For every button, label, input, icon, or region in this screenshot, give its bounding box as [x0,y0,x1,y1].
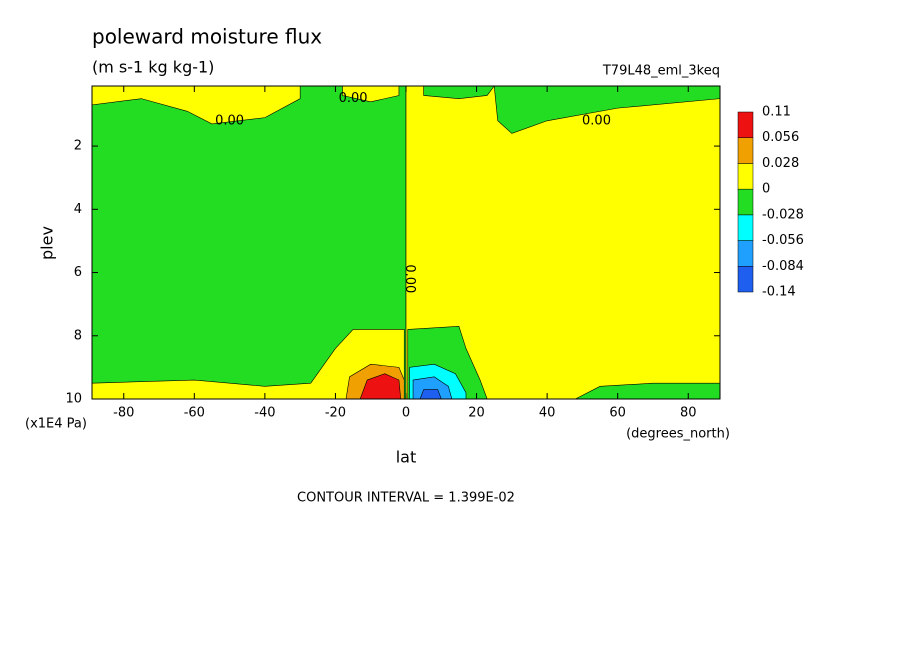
colorbar-swatch [737,266,754,293]
x-tick-label: -20 [325,406,346,421]
colorbar-swatch [737,137,754,164]
colorbar-label: -0.084 [762,259,804,274]
x-tick-label: 40 [539,406,556,421]
y-tick-label: 10 [65,392,82,407]
contour-label: 0.00 [339,91,368,106]
y-units: (x1E4 Pa) [25,417,87,432]
chart-subtitle: (m s-1 kg kg-1) [92,58,214,77]
y-tick-label: 2 [74,139,82,154]
x-units: (degrees_north) [626,427,730,442]
colorbar-label: 0.028 [762,156,799,171]
x-tick-label: -40 [254,406,275,421]
contour-label: 0.00 [215,113,244,128]
footer: CONTOUR INTERVAL = 1.399E-02 [297,491,515,506]
colorbar-swatch [737,240,754,267]
x-axis-label: lat [396,448,417,467]
x-tick-label: 20 [468,406,485,421]
y-tick-label: 8 [74,328,82,343]
x-tick-label: 80 [680,406,697,421]
colorbar-swatch [737,163,754,190]
contour-label: 0.00 [402,264,417,293]
colorbar-swatch [737,188,754,216]
colorbar-label: 0 [762,182,770,197]
x-tick-label: 60 [609,406,626,421]
y-tick-label: 6 [74,265,82,280]
colorbar-label: 0.056 [762,130,799,145]
colorbar-label: -0.14 [762,285,796,300]
colorbar-label: -0.056 [762,233,804,248]
x-tick-label: -60 [184,406,205,421]
colorbar-swatch [737,214,754,241]
x-tick-label: 0 [402,406,410,421]
contour-region [419,389,442,400]
y-tick-label: 4 [74,202,82,217]
contour-region [91,85,301,125]
colorbar-label: -0.028 [762,207,804,222]
dataset-label: T79L48_eml_3keq [602,64,720,79]
contour-label: 0.00 [582,113,611,128]
x-tick-label: -80 [113,406,134,421]
y-axis-label: plev [38,226,57,260]
chart-title: poleward moisture flux [92,25,322,49]
colorbar-label: 0.11 [762,105,791,120]
colorbar-swatch [737,111,754,138]
